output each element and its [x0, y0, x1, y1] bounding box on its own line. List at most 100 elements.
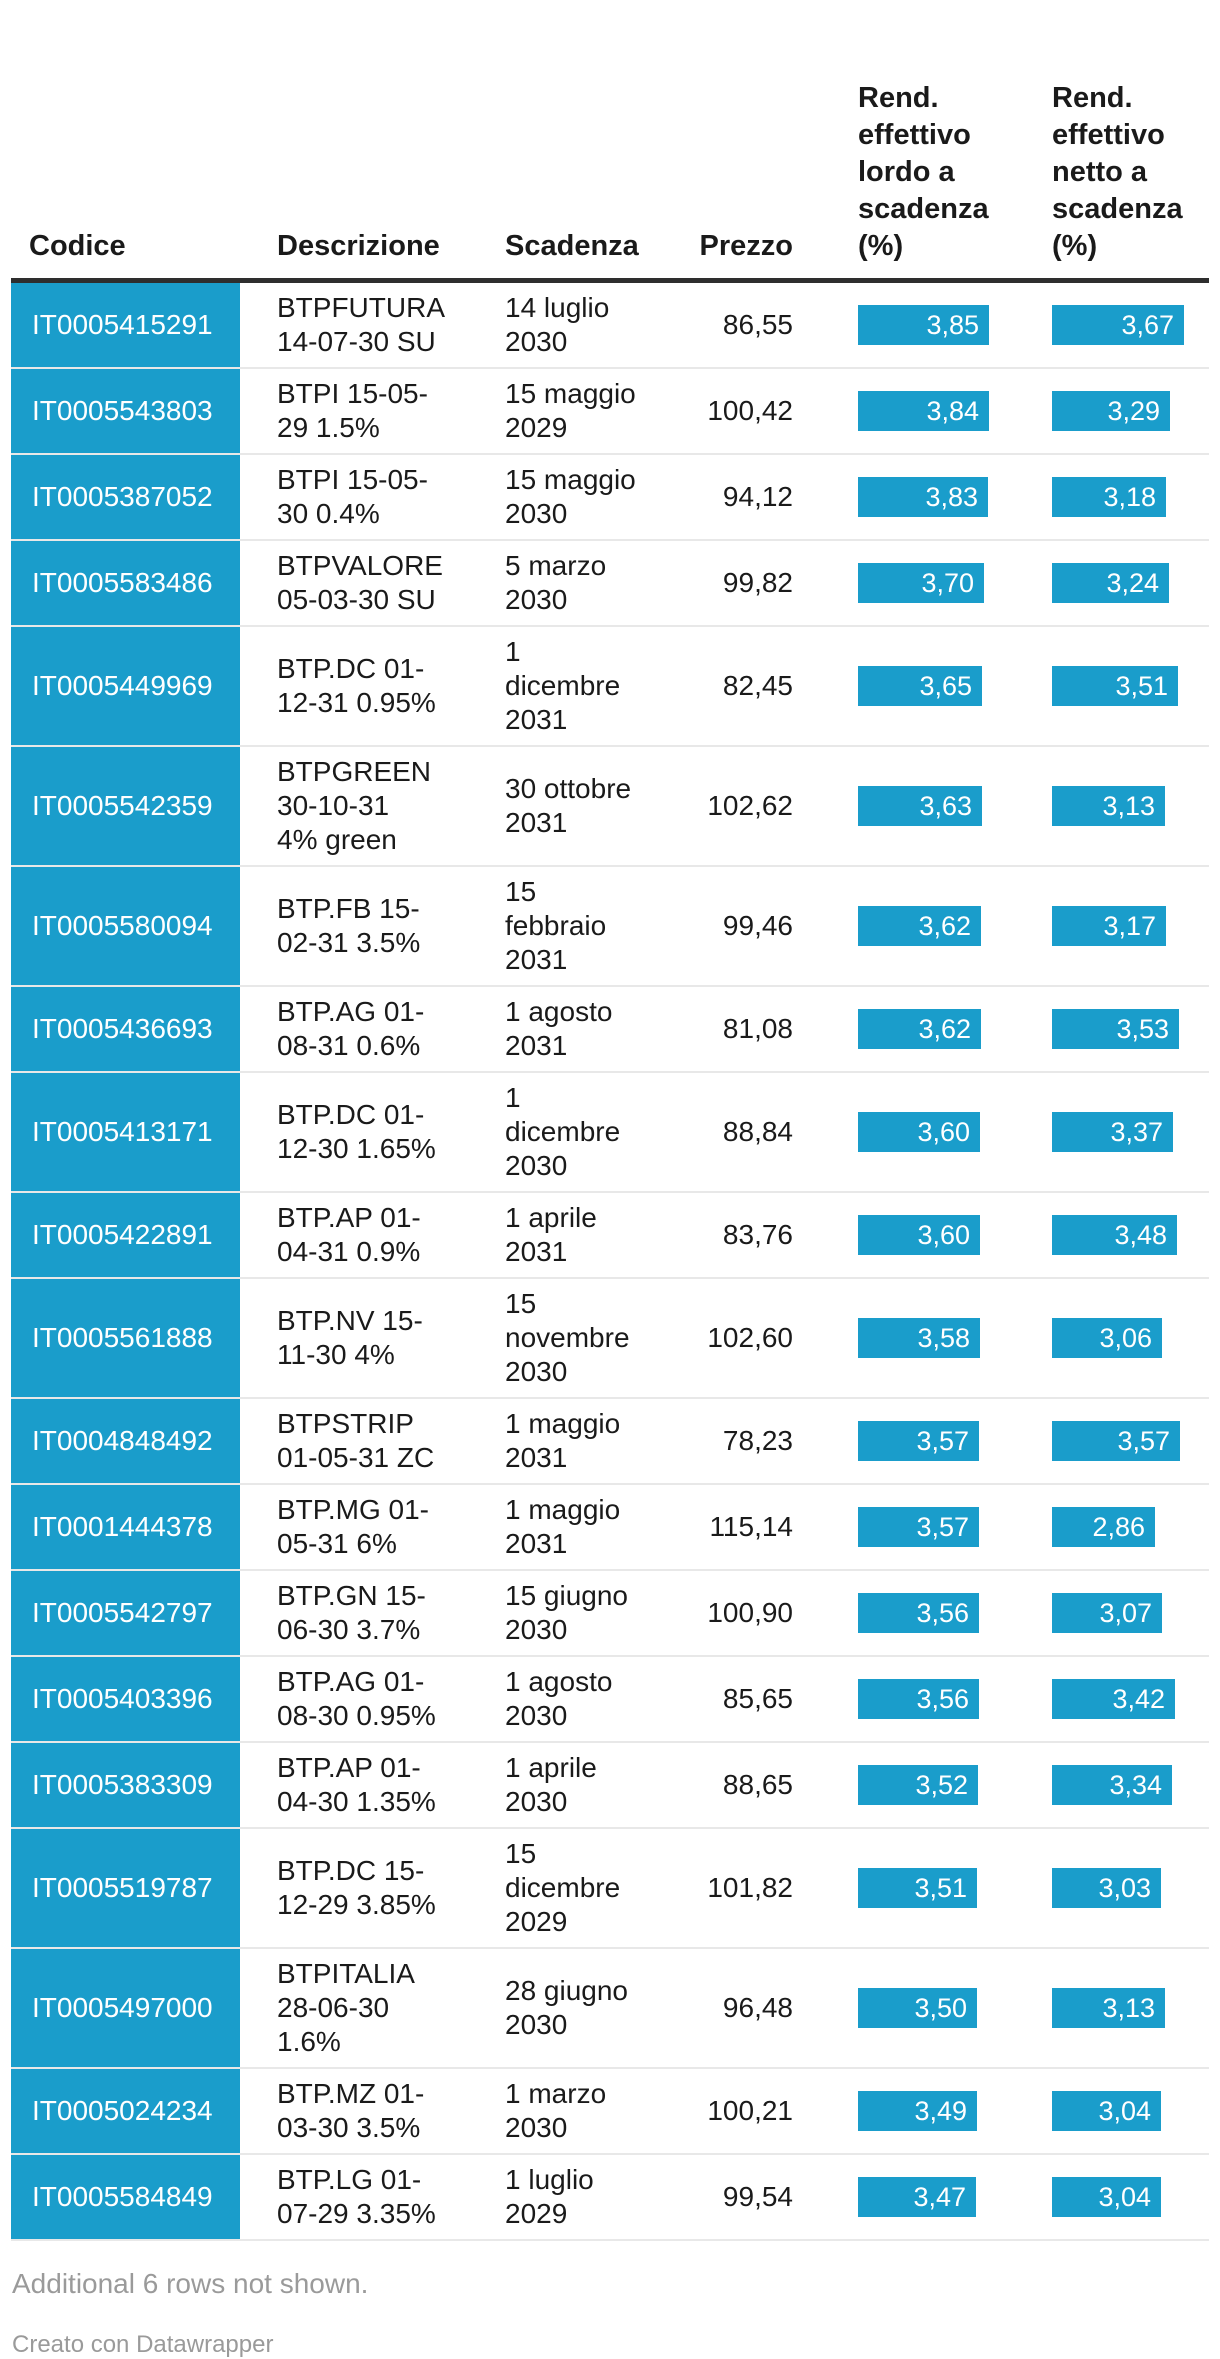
rend-netto-cell: 3,37: [1000, 1072, 1209, 1193]
codice-cell: IT0005383309: [11, 1742, 240, 1829]
rend-netto-cell: 3,06: [1000, 1278, 1209, 1399]
rend-lordo-cell: 3,62: [793, 986, 1000, 1073]
scadenza-cell: 15 maggio 2030: [478, 454, 693, 541]
rend-lordo-value: 3,56: [916, 1598, 969, 1628]
rend-lordo-value: 3,60: [917, 1117, 970, 1147]
rend-lordo-bar: 3,62: [858, 1009, 981, 1049]
rend-netto-bar: 3,42: [1052, 1679, 1175, 1719]
codice-cell: IT0005415291: [11, 280, 240, 369]
rend-netto-value: 3,53: [1116, 1014, 1169, 1044]
table-row: IT0005561888 BTP.NV 15- 11-30 4% 15 nove…: [11, 1278, 1209, 1399]
prezzo-cell: 96,48: [693, 1948, 793, 2069]
rend-lordo-cell: 3,57: [793, 1484, 1000, 1571]
descrizione-cell: BTP.FB 15- 02-31 3.5%: [240, 866, 478, 987]
rend-lordo-bar: 3,50: [858, 1988, 977, 2028]
table-row: IT0005436693 BTP.AG 01- 08-31 0.6% 1 ago…: [11, 986, 1209, 1073]
table-row: IT0005583486 BTPVALORE 05-03-30 SU 5 mar…: [11, 540, 1209, 627]
codice-cell: IT0005583486: [11, 540, 240, 627]
rend-lordo-value: 3,58: [917, 1323, 970, 1353]
scadenza-cell: 1 agosto 2030: [478, 1656, 693, 1743]
table-row: IT0005403396 BTP.AG 01- 08-30 0.95% 1 ag…: [11, 1656, 1209, 1743]
prezzo-cell: 82,45: [693, 626, 793, 747]
rend-netto-value: 3,51: [1115, 671, 1168, 701]
rend-lordo-bar: 3,85: [858, 305, 989, 345]
rend-lordo-bar: 3,62: [858, 906, 981, 946]
rend-netto-value: 3,57: [1117, 1426, 1170, 1456]
rend-netto-bar: 3,06: [1052, 1318, 1162, 1358]
scadenza-cell: 1 maggio 2031: [478, 1398, 693, 1485]
scadenza-cell: 14 luglio 2030: [478, 280, 693, 369]
rend-lordo-cell: 3,85: [793, 280, 1000, 369]
rend-netto-cell: 3,17: [1000, 866, 1209, 987]
rend-lordo-value: 3,60: [917, 1220, 970, 1250]
bond-table: Codice Descrizione Scadenza Prezzo Rend.…: [11, 20, 1209, 2241]
rend-netto-bar: 3,03: [1052, 1868, 1161, 1908]
rend-netto-value: 3,34: [1109, 1770, 1162, 1800]
rows-not-shown-note: Additional 6 rows not shown.: [12, 2268, 369, 2299]
codice-cell: IT0005543803: [11, 368, 240, 455]
scadenza-cell: 5 marzo 2030: [478, 540, 693, 627]
column-header-rend-lordo: Rend. effettivo lordo a scadenza (%): [793, 20, 1000, 283]
rend-lordo-value: 3,63: [919, 791, 972, 821]
rend-lordo-value: 3,51: [914, 1873, 967, 1903]
column-header-rend-netto: Rend. effettivo netto a scadenza (%): [1000, 20, 1209, 283]
rend-netto-bar: 3,29: [1052, 391, 1170, 431]
rend-lordo-cell: 3,52: [793, 1742, 1000, 1829]
rend-lordo-cell: 3,63: [793, 746, 1000, 867]
rend-lordo-value: 3,57: [916, 1426, 969, 1456]
prezzo-cell: 88,84: [693, 1072, 793, 1193]
rend-netto-bar: 3,34: [1052, 1765, 1172, 1805]
rend-netto-bar: 3,04: [1052, 2091, 1161, 2131]
rend-lordo-cell: 3,49: [793, 2068, 1000, 2155]
rend-netto-cell: 3,29: [1000, 368, 1209, 455]
column-header-scadenza: Scadenza: [478, 20, 693, 283]
rend-lordo-value: 3,84: [926, 396, 979, 426]
codice-cell: IT0005584849: [11, 2154, 240, 2241]
prezzo-cell: 99,54: [693, 2154, 793, 2241]
rend-lordo-cell: 3,83: [793, 454, 1000, 541]
prezzo-cell: 100,90: [693, 1570, 793, 1657]
rend-lordo-cell: 3,57: [793, 1398, 1000, 1485]
descrizione-cell: BTP.AG 01- 08-30 0.95%: [240, 1656, 478, 1743]
codice-cell: IT0005561888: [11, 1278, 240, 1399]
table-row: IT0005580094 BTP.FB 15- 02-31 3.5% 15 fe…: [11, 866, 1209, 987]
rend-lordo-bar: 3,51: [858, 1868, 977, 1908]
rend-netto-cell: 3,07: [1000, 1570, 1209, 1657]
prezzo-cell: 99,46: [693, 866, 793, 987]
rend-lordo-cell: 3,56: [793, 1656, 1000, 1743]
scadenza-cell: 15 giugno 2030: [478, 1570, 693, 1657]
table-row: IT0004848492 BTPSTRIP 01-05-31 ZC 1 magg…: [11, 1398, 1209, 1485]
prezzo-cell: 94,12: [693, 454, 793, 541]
rend-netto-bar: 3,67: [1052, 305, 1184, 345]
rend-lordo-value: 3,56: [916, 1684, 969, 1714]
descrizione-cell: BTP.GN 15- 06-30 3.7%: [240, 1570, 478, 1657]
codice-cell: IT0001444378: [11, 1484, 240, 1571]
rend-netto-value: 3,04: [1098, 2096, 1151, 2126]
rend-lordo-value: 3,70: [921, 568, 974, 598]
scadenza-cell: 30 ottobre 2031: [478, 746, 693, 867]
table-row: IT0005422891 BTP.AP 01- 04-31 0.9% 1 apr…: [11, 1192, 1209, 1279]
prezzo-cell: 85,65: [693, 1656, 793, 1743]
rend-lordo-value: 3,65: [919, 671, 972, 701]
descrizione-cell: BTP.NV 15- 11-30 4%: [240, 1278, 478, 1399]
rend-netto-value: 3,17: [1103, 911, 1156, 941]
descrizione-cell: BTPITALIA 28-06-30 1.6%: [240, 1948, 478, 2069]
table-header: Codice Descrizione Scadenza Prezzo Rend.…: [11, 20, 1209, 283]
rend-netto-value: 2,86: [1092, 1512, 1145, 1542]
descrizione-cell: BTP.AP 01- 04-30 1.35%: [240, 1742, 478, 1829]
rend-lordo-bar: 3,70: [858, 563, 984, 603]
scadenza-cell: 1 agosto 2031: [478, 986, 693, 1073]
rend-lordo-cell: 3,65: [793, 626, 1000, 747]
table-row: IT0005542797 BTP.GN 15- 06-30 3.7% 15 gi…: [11, 1570, 1209, 1657]
rend-netto-bar: 3,13: [1052, 786, 1165, 826]
rend-netto-bar: 3,51: [1052, 666, 1178, 706]
table-row: IT0005387052 BTPI 15-05- 30 0.4% 15 magg…: [11, 454, 1209, 541]
rend-lordo-value: 3,50: [914, 1993, 967, 2023]
rend-netto-cell: 3,48: [1000, 1192, 1209, 1279]
table-row: IT0005413171 BTP.DC 01- 12-30 1.65% 1 di…: [11, 1072, 1209, 1193]
rend-lordo-cell: 3,70: [793, 540, 1000, 627]
codice-cell: IT0005024234: [11, 2068, 240, 2155]
codice-cell: IT0005519787: [11, 1828, 240, 1949]
descrizione-cell: BTPFUTURA 14-07-30 SU: [240, 280, 478, 369]
rend-netto-value: 3,13: [1102, 791, 1155, 821]
